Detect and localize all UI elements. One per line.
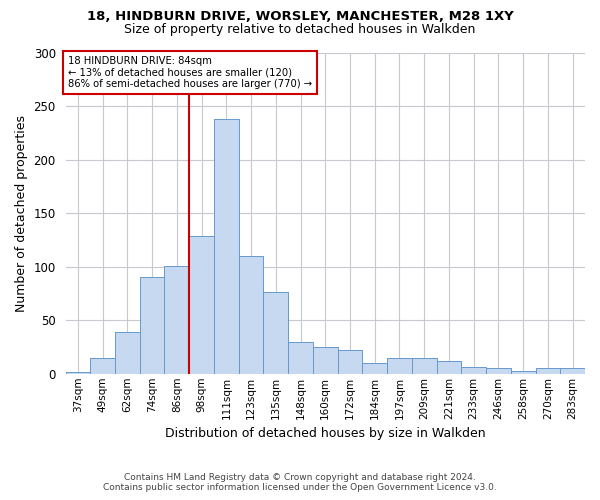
- Bar: [239, 256, 263, 374]
- Bar: [362, 363, 387, 374]
- Bar: [486, 368, 511, 374]
- Bar: [560, 368, 585, 374]
- Bar: [412, 358, 437, 374]
- Bar: [461, 368, 486, 374]
- Bar: [214, 119, 239, 374]
- Bar: [585, 372, 600, 374]
- Bar: [313, 347, 338, 374]
- Bar: [263, 292, 288, 374]
- Text: Contains HM Land Registry data © Crown copyright and database right 2024.
Contai: Contains HM Land Registry data © Crown c…: [103, 473, 497, 492]
- Bar: [437, 361, 461, 374]
- Bar: [511, 370, 536, 374]
- X-axis label: Distribution of detached houses by size in Walkden: Distribution of detached houses by size …: [165, 427, 485, 440]
- Bar: [338, 350, 362, 374]
- Bar: [140, 278, 164, 374]
- Bar: [536, 368, 560, 374]
- Bar: [189, 236, 214, 374]
- Bar: [115, 332, 140, 374]
- Bar: [288, 342, 313, 374]
- Text: Size of property relative to detached houses in Walkden: Size of property relative to detached ho…: [124, 22, 476, 36]
- Bar: [65, 372, 90, 374]
- Text: 18, HINDBURN DRIVE, WORSLEY, MANCHESTER, M28 1XY: 18, HINDBURN DRIVE, WORSLEY, MANCHESTER,…: [86, 10, 514, 23]
- Bar: [387, 358, 412, 374]
- Bar: [90, 358, 115, 374]
- Text: 18 HINDBURN DRIVE: 84sqm
← 13% of detached houses are smaller (120)
86% of semi-: 18 HINDBURN DRIVE: 84sqm ← 13% of detach…: [68, 56, 312, 89]
- Y-axis label: Number of detached properties: Number of detached properties: [15, 114, 28, 312]
- Bar: [164, 266, 189, 374]
